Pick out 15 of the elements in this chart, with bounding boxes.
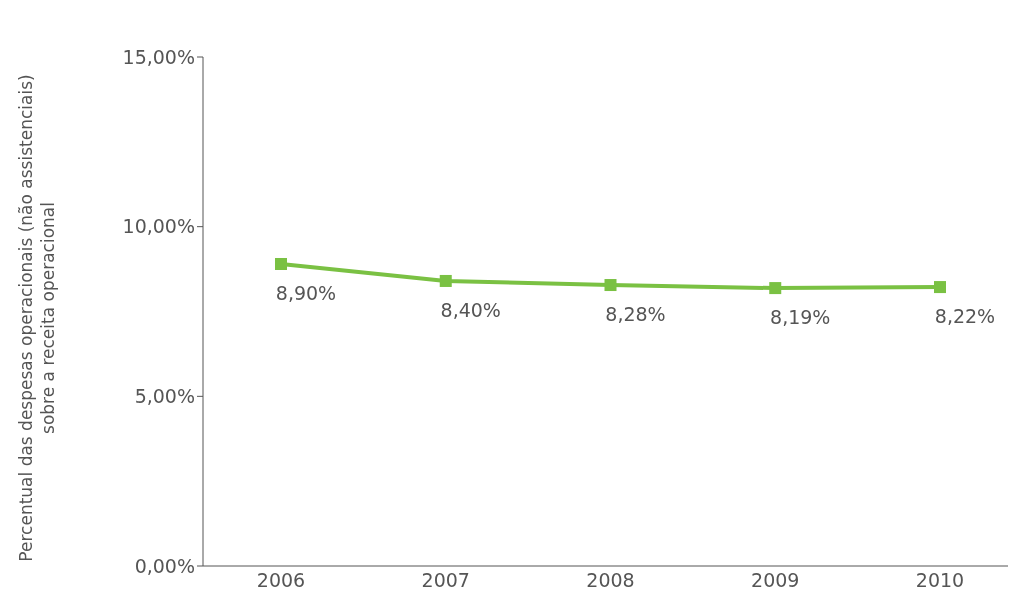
data-label: 8,19% — [770, 306, 831, 329]
y-tick-label: 10,00% — [122, 215, 195, 238]
x-tick-label: 2006 — [256, 569, 306, 592]
y-axis-title: Percentual das despesas operacionais (não assistenciais) sobre a receita operacional — [16, 74, 58, 562]
data-label: 8,90% — [275, 281, 337, 304]
y-tick-label: 0,00% — [134, 554, 195, 577]
x-tick-label: 2007 — [421, 569, 470, 592]
x-tick-label: 2010 — [915, 569, 965, 592]
x-tick-label: 2009 — [751, 569, 800, 592]
data-label: 8,40% — [440, 298, 501, 321]
y-tick-label: 5,00% — [134, 385, 195, 408]
y-tick-label: 15,00% — [122, 45, 195, 68]
data-label: 8,28% — [605, 303, 666, 326]
data-label: 8,22% — [934, 305, 996, 328]
x-tick-label: 2008 — [586, 569, 635, 592]
